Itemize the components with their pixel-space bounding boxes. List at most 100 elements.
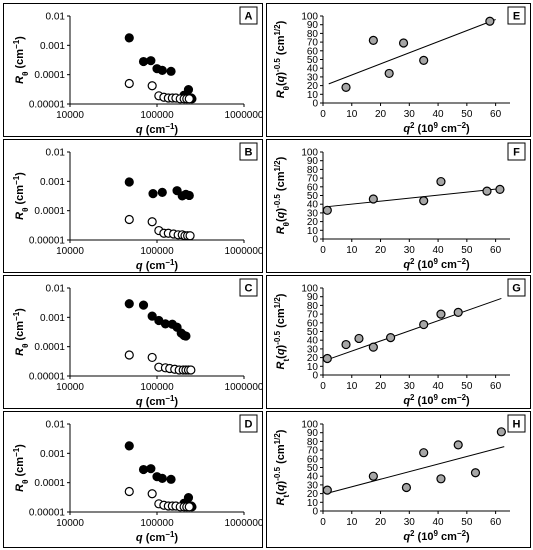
data-point-gray <box>368 35 378 45</box>
data-point-filled <box>184 190 194 201</box>
panel-frame <box>266 139 531 273</box>
y-tick-label: 0.00001 <box>29 372 66 383</box>
y-axis-label: Rθ (cm−1) <box>12 308 30 356</box>
data-point-gray <box>470 468 481 478</box>
data-point-filled <box>138 300 149 310</box>
y-tick-label: 0.01 <box>46 284 66 295</box>
x-tick-label: 50 <box>461 245 473 256</box>
data-point-gray <box>322 205 332 215</box>
data-point-filled <box>124 441 134 451</box>
fit-line <box>325 446 505 495</box>
x-tick-label: 30 <box>404 245 416 256</box>
data-point-open <box>124 214 134 225</box>
y-tick-label: 80 <box>307 301 319 312</box>
y-tick-label: 40 <box>307 336 319 347</box>
x-tick-label: 20 <box>375 245 387 256</box>
y-tick-label: 10 <box>307 362 319 373</box>
y-tick-label: 60 <box>307 46 319 57</box>
data-point-gray <box>436 309 446 319</box>
y-tick-label: 0.001 <box>40 177 65 188</box>
x-tick-label: 1000000 <box>225 246 264 257</box>
x-tick-label: 40 <box>433 381 445 392</box>
y-tick-label: 30 <box>307 344 319 355</box>
data-point-open <box>124 78 134 89</box>
y-tick-label: 10 <box>307 226 319 237</box>
data-point-filled <box>157 187 167 197</box>
data-point-gray <box>495 184 505 195</box>
data-point-gray <box>398 38 409 48</box>
panel-frame <box>3 411 263 548</box>
panel-frame <box>3 139 263 273</box>
y-tick-label: 10 <box>307 498 319 509</box>
panel-letter: D <box>245 419 253 431</box>
panel-letter: B <box>245 147 253 159</box>
x-axis-label: q2 (109 cm−2) <box>403 257 470 272</box>
x-tick-label: 40 <box>433 245 445 256</box>
data-point-open <box>184 94 194 104</box>
x-tick-label: 1000000 <box>225 518 264 529</box>
fit-line <box>325 297 502 361</box>
y-tick-label: 80 <box>307 29 319 40</box>
data-point-gray <box>386 332 396 343</box>
data-point-gray <box>453 307 463 317</box>
y-tick-label: 100 <box>301 420 318 431</box>
x-axis-label: q2 (109 cm−2) <box>403 393 470 408</box>
data-point-gray <box>384 68 394 79</box>
data-point-filled <box>148 189 158 199</box>
x-tick-label: 20 <box>375 517 387 528</box>
y-tick-label: 40 <box>307 472 319 483</box>
data-point-filled <box>124 177 134 187</box>
x-tick-label: 20 <box>375 109 387 120</box>
panel-letter-box <box>239 278 258 297</box>
data-point-filled <box>124 299 134 309</box>
data-point-gray <box>436 176 446 187</box>
x-tick-label: 10000 <box>56 110 84 121</box>
y-tick-label: 80 <box>307 165 319 176</box>
x-tick-label: 100000 <box>140 518 174 529</box>
data-point-filled <box>138 56 149 67</box>
data-point-open <box>186 365 196 375</box>
y-tick-label: 0.001 <box>40 449 65 460</box>
panel-letter-box <box>507 6 526 25</box>
panel-b: 0.00001 0.0001 0.001 0.01 10000 100000 1000000… <box>3 139 264 273</box>
y-tick-label: 70 <box>307 38 319 49</box>
y-tick-label: 0 <box>312 99 318 110</box>
x-tick-label: 40 <box>433 517 445 528</box>
y-tick-label: 0.0001 <box>34 70 65 81</box>
y-axis-label: Rθ (cm−1) <box>12 444 30 492</box>
panel-frame <box>266 411 531 548</box>
y-tick-label: 50 <box>307 463 319 474</box>
data-point-filled <box>181 331 191 341</box>
y-tick-label: 0.01 <box>46 148 66 159</box>
y-tick-label: 60 <box>307 454 319 465</box>
y-axis-label: Rθ(q)-0.5 (cm1/2) <box>273 156 291 234</box>
panel-letter: H <box>513 419 521 431</box>
x-tick-label: 60 <box>490 517 502 528</box>
y-tick-label: 40 <box>307 200 319 211</box>
data-point-gray <box>368 342 378 352</box>
panel-letter-box <box>239 414 258 433</box>
data-point-gray <box>341 339 351 350</box>
x-tick-label: 30 <box>404 109 416 120</box>
y-tick-label: 10 <box>307 90 319 101</box>
data-point-open <box>184 502 194 512</box>
data-point-gray <box>419 448 429 458</box>
y-tick-label: 70 <box>307 446 319 457</box>
x-tick-label: 1000000 <box>225 382 264 393</box>
panel-frame <box>266 3 531 137</box>
data-point-gray <box>368 194 378 204</box>
y-axis-label: Rt(q)-0.5 (cm1/2) <box>273 293 291 369</box>
panel-d: 0.00001 0.0001 0.001 0.01 10000 100000 1000000… <box>3 411 264 548</box>
x-tick-label: 10000 <box>56 518 84 529</box>
y-tick-label: 50 <box>307 191 319 202</box>
y-tick-label: 100 <box>301 284 318 295</box>
panel-letter: A <box>245 11 253 23</box>
x-axis-label: q (cm−1) <box>136 122 178 137</box>
data-point-gray <box>341 82 351 92</box>
data-point-filled <box>157 65 167 75</box>
y-tick-label: 0.001 <box>40 41 65 52</box>
data-point-open <box>124 486 134 497</box>
x-axis-label: q2 (109 cm−2) <box>403 529 470 544</box>
